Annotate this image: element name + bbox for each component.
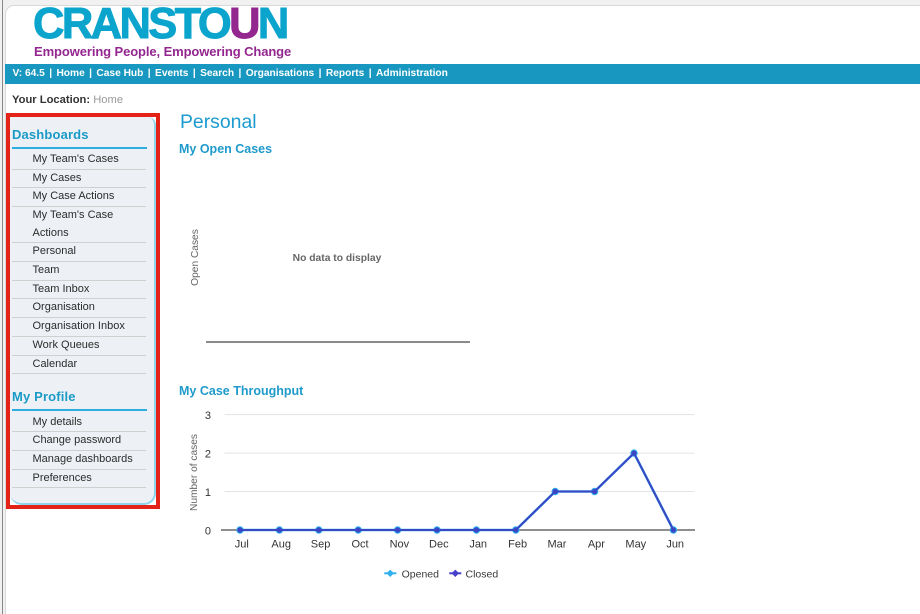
svg-text:May: May — [625, 539, 646, 551]
svg-text:Dec: Dec — [429, 539, 449, 551]
svg-text:No data to display: No data to display — [293, 253, 382, 264]
svg-text:Nov: Nov — [390, 539, 410, 551]
svg-text:Jun: Jun — [666, 539, 684, 551]
svg-text:3: 3 — [205, 410, 211, 422]
svg-text:Apr: Apr — [588, 539, 605, 551]
svg-text:Jul: Jul — [235, 539, 249, 551]
svg-text:Jan: Jan — [469, 539, 487, 551]
svg-text:Number of cases: Number of cases — [189, 434, 200, 511]
svg-text:Aug: Aug — [271, 539, 291, 551]
svg-text:Feb: Feb — [508, 539, 527, 551]
svg-text:Open Cases: Open Cases — [190, 229, 201, 286]
svg-text:Opened: Opened — [402, 569, 440, 581]
svg-text:Oct: Oct — [351, 539, 368, 551]
svg-text:0: 0 — [205, 526, 211, 538]
svg-text:Sep: Sep — [311, 539, 331, 551]
svg-text:2: 2 — [205, 449, 211, 461]
svg-text:1: 1 — [205, 487, 211, 499]
svg-text:Mar: Mar — [548, 539, 567, 551]
svg-text:Closed: Closed — [466, 569, 499, 581]
